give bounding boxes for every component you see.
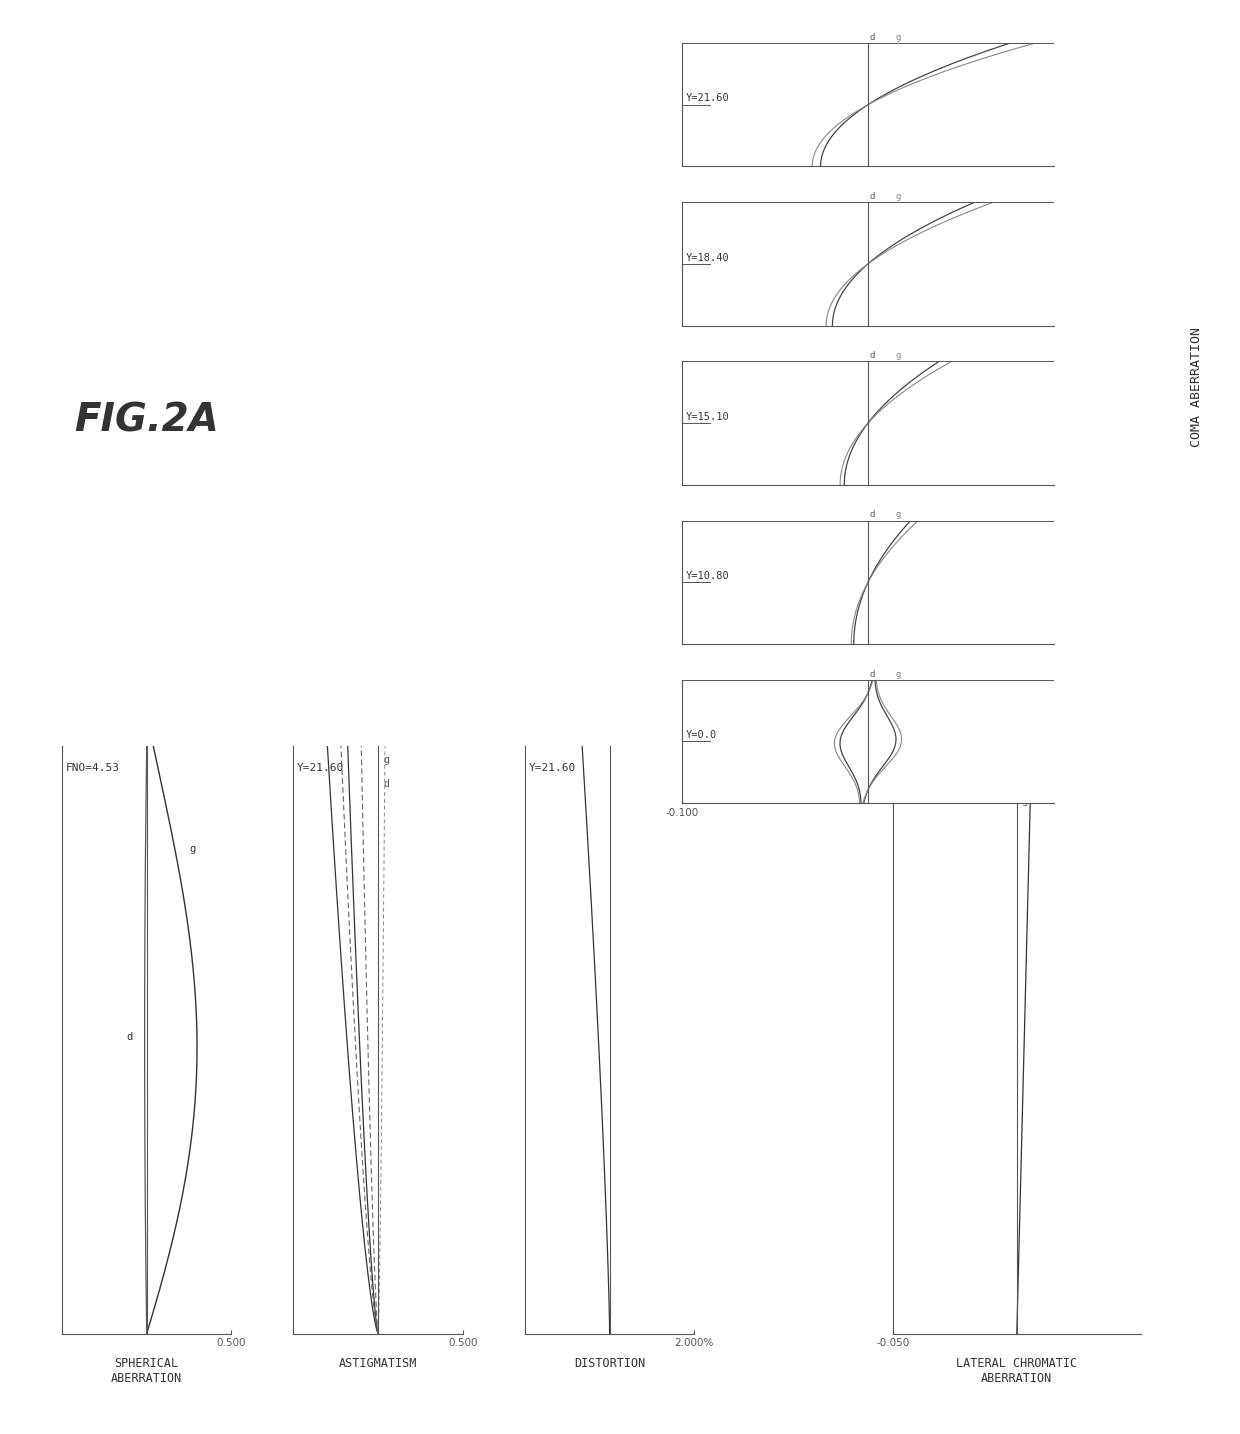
Text: g: g	[190, 843, 196, 853]
Text: FIG.2A: FIG.2A	[74, 402, 219, 439]
X-axis label: SPHERICAL
ABERRATION: SPHERICAL ABERRATION	[112, 1357, 182, 1385]
Text: Y=0.0: Y=0.0	[686, 730, 717, 740]
Text: Y=10.80: Y=10.80	[686, 571, 729, 581]
Text: g: g	[1022, 796, 1028, 806]
Text: g: g	[895, 33, 901, 42]
Text: d: d	[383, 779, 389, 789]
Text: d: d	[126, 1031, 133, 1041]
Text: Y=21.60: Y=21.60	[686, 93, 729, 103]
Text: d: d	[870, 192, 875, 201]
Text: d: d	[870, 670, 875, 678]
Text: g: g	[895, 670, 901, 678]
Text: d: d	[870, 33, 875, 42]
Text: Y=15.10: Y=15.10	[686, 412, 729, 422]
Text: g: g	[895, 511, 901, 519]
Text: FNO=4.53: FNO=4.53	[66, 763, 119, 773]
Text: COMA ABERRATION: COMA ABERRATION	[1190, 327, 1203, 447]
Text: g: g	[383, 756, 389, 766]
X-axis label: DISTORTION: DISTORTION	[574, 1357, 645, 1369]
X-axis label: ASTIGMATISM: ASTIGMATISM	[339, 1357, 418, 1369]
Text: d: d	[870, 351, 875, 360]
Text: d: d	[870, 511, 875, 519]
Text: g: g	[895, 192, 901, 201]
Text: Y=18.40: Y=18.40	[686, 252, 729, 262]
Text: Y=21.60: Y=21.60	[296, 763, 345, 773]
Text: g: g	[895, 351, 901, 360]
Text: Y=21.60: Y=21.60	[529, 763, 577, 773]
X-axis label: LATERAL CHROMATIC
ABERRATION: LATERAL CHROMATIC ABERRATION	[956, 1357, 1078, 1385]
